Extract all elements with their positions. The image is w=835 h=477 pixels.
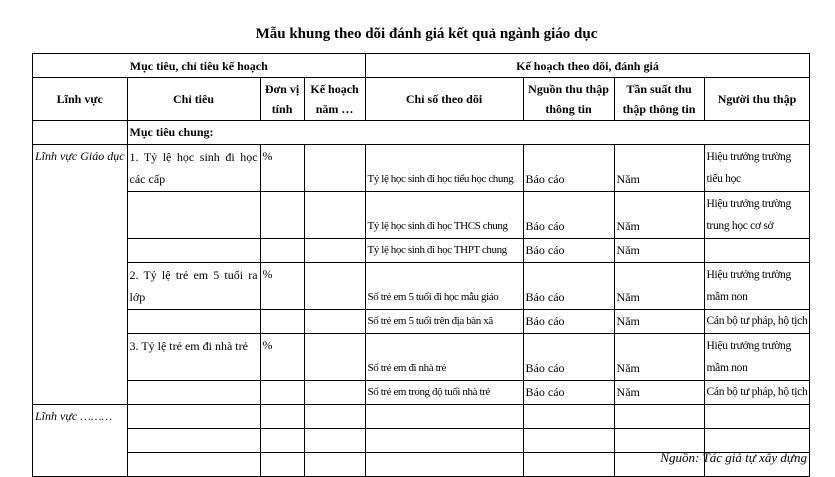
frequency-cell: Năm — [613, 191, 705, 239]
empty-cell — [703, 404, 811, 429]
empty-cell — [126, 428, 261, 453]
column-header: Lĩnh vực — [32, 77, 128, 121]
unit-cell — [259, 191, 305, 239]
empty-cell — [303, 404, 366, 429]
empty-cell — [32, 120, 128, 145]
target-cell — [126, 238, 261, 263]
collector-cell: Hiệu trưởng trường tiểu học — [703, 144, 811, 192]
target-cell: 3. Tỷ lệ trẻ em đi nhà trẻ — [126, 333, 261, 381]
collector-cell: Hiệu trưởng trường mầm non — [703, 333, 811, 381]
plan-cell — [303, 380, 366, 405]
frequency-cell: Năm — [613, 238, 705, 263]
empty-cell — [364, 404, 524, 429]
unit-cell — [259, 238, 305, 263]
empty-cell — [703, 428, 811, 453]
column-header: Chỉ tiêu — [126, 77, 261, 121]
frequency-cell: Năm — [613, 144, 705, 192]
source-cell: Báo cáo — [522, 144, 615, 192]
table-row: Tỷ lệ học sinh đi học THCS chung Báo cáo N… — [33, 191, 811, 239]
empty-cell — [126, 452, 261, 477]
empty-cell — [522, 428, 615, 453]
empty-cell — [522, 452, 615, 477]
indicator-cell: Tỷ lệ học sinh đi học tiểu học chung — [364, 144, 524, 192]
empty-cell — [613, 428, 705, 453]
indicator-cell: Số trẻ em 5 tuổi trên địa bàn xã — [364, 309, 524, 334]
table-row: Số trẻ em 5 tuổi trên địa bàn xã Báo cáo N… — [33, 309, 811, 334]
empty-cell — [259, 404, 305, 429]
empty-cell — [126, 404, 261, 429]
unit-cell — [259, 309, 305, 334]
unit-cell: % — [259, 333, 305, 381]
column-header: Người thu thập — [703, 77, 811, 121]
empty-cell — [364, 428, 524, 453]
source-cell: Báo cáo — [522, 191, 615, 239]
document-title: Mẫu khung theo dõi đánh giá kết quả ngàn… — [255, 26, 598, 42]
source-cell: Báo cáo — [522, 380, 615, 405]
field-cell: Lĩnh vực ……… — [32, 404, 128, 477]
collector-cell: Cán bộ tư pháp, hộ tịch — [703, 309, 811, 334]
plan-cell — [303, 238, 366, 263]
table-row: 3. Tỷ lệ trẻ em đi nhà trẻ% Số trẻ em đi … — [33, 333, 811, 381]
plan-cell — [303, 191, 366, 239]
table-row: Tỷ lệ học sinh đi học THPT chung Báo cáo N… — [33, 238, 811, 263]
unit-cell: % — [259, 262, 305, 310]
target-cell: 1. Tỷ lệ học sinh đi học các cấp — [126, 144, 261, 192]
indicator-cell: Số trẻ em đi nhà trẻ — [364, 333, 524, 381]
source-cell: Báo cáo — [522, 262, 615, 310]
empty-cell — [522, 404, 615, 429]
target-cell — [126, 191, 261, 239]
column-header: Kế hoạch năm … — [303, 77, 366, 121]
empty-cell — [259, 452, 305, 477]
plan-cell — [303, 333, 366, 381]
source-cell: Báo cáo — [522, 309, 615, 334]
group-header-monitoring: Kế hoạch theo dõi, đánh giá — [364, 53, 811, 78]
frequency-cell: Năm — [613, 380, 705, 405]
target-cell — [126, 309, 261, 334]
indicator-cell: Số trẻ em 5 tuổi đi học mẫu giáo — [364, 262, 524, 310]
collector-cell: Hiệu trưởng trường mầm non — [703, 262, 811, 310]
empty-cell — [364, 452, 524, 477]
indicator-cell: Tỷ lệ học sinh đi học THPT chung — [364, 238, 524, 263]
frequency-cell: Năm — [613, 333, 705, 381]
table-row — [33, 428, 811, 453]
column-header: Chỉ số theo dõi — [364, 77, 524, 121]
column-header: Nguồn thu thập thông tin — [522, 77, 615, 121]
collector-cell — [703, 238, 811, 263]
source-cell: Báo cáo — [522, 238, 615, 263]
target-cell — [126, 380, 261, 405]
group-header-plan: Mục tiêu, chỉ tiêu kế hoạch — [32, 53, 366, 78]
indicator-cell: Số trẻ em trong độ tuổi nhà trẻ — [364, 380, 524, 405]
source-cell: Báo cáo — [522, 333, 615, 381]
table-row: Số trẻ em trong độ tuổi nhà trẻ Báo cáo Nă… — [33, 380, 811, 405]
column-header: Tần suất thu thập thông tin — [613, 77, 705, 121]
plan-cell — [303, 309, 366, 334]
collector-cell: Hiệu trưởng trường trung học cơ sở — [703, 191, 811, 239]
plan-cell — [303, 262, 366, 310]
unit-cell — [259, 380, 305, 405]
target-cell: 2. Tỷ lệ trẻ em 5 tuổi ra lớp — [126, 262, 261, 310]
empty-cell — [303, 452, 366, 477]
empty-cell — [259, 428, 305, 453]
table-row: 2. Tỷ lệ trẻ em 5 tuổi ra lớp% Số trẻ em … — [33, 262, 811, 310]
empty-cell — [303, 428, 366, 453]
table-row: Lĩnh vực ……… — [32, 404, 811, 477]
source-note: Nguồn: Tác giả tự xây dựng — [660, 450, 807, 465]
monitoring-framework-table: Mục tiêu, chỉ tiêu kế hoạch Kế hoạch the… — [32, 53, 811, 477]
indicator-cell: Tỷ lệ học sinh đi học THCS chung — [364, 191, 524, 239]
frequency-cell: Năm — [613, 262, 705, 310]
empty-cell — [613, 404, 705, 429]
field-cell: Lĩnh vực Giáo dục — [32, 144, 128, 405]
frequency-cell: Năm — [613, 309, 705, 334]
plan-cell — [303, 144, 366, 192]
column-header: Đơn vị tính — [259, 77, 305, 121]
table-row: Lĩnh vực Giáo dục 1. Tỷ lệ học sinh đi họ… — [32, 144, 811, 405]
collector-cell: Cán bộ tư pháp, hộ tịch — [703, 380, 811, 405]
empty-cell — [613, 452, 705, 477]
unit-cell: % — [259, 144, 305, 192]
general-goal-label: Mục tiêu chung: — [126, 120, 811, 145]
